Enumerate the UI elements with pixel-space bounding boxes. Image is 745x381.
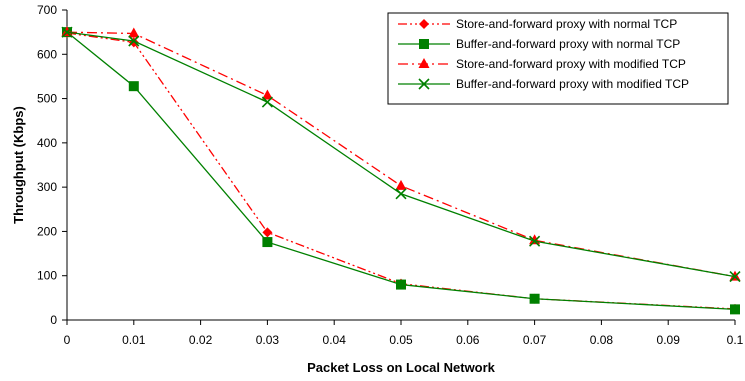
series-line: [66, 31, 736, 311]
legend-marker: [419, 39, 429, 49]
y-tick-label: 100: [37, 269, 57, 283]
x-tick-label: 0: [64, 333, 71, 347]
y-tick-label: 200: [37, 224, 57, 238]
legend-marker: [418, 58, 430, 68]
data-point: [128, 27, 140, 38]
x-tick-label: 0.07: [523, 333, 547, 347]
x-axis-title: Packet Loss on Local Network: [307, 360, 496, 375]
legend-marker: [418, 78, 430, 90]
series-4: [61, 26, 741, 283]
legend-item: Store-and-forward proxy with normal TCP: [398, 17, 677, 31]
data-point: [395, 179, 407, 190]
data-point: [128, 35, 140, 47]
legend-item: Buffer-and-forward proxy with modified T…: [398, 77, 689, 91]
legend-label: Store-and-forward proxy with modified TC…: [456, 57, 686, 71]
y-tick-label: 0: [50, 313, 57, 327]
data-point: [261, 96, 273, 108]
x-tick-label: 0.04: [323, 333, 347, 347]
data-point: [261, 89, 273, 100]
x-tick-label: 0.01: [122, 333, 146, 347]
legend-box: [387, 12, 729, 105]
series-line: [66, 31, 736, 278]
legend-item: Store-and-forward proxy with modified TC…: [398, 57, 686, 71]
data-point: [529, 293, 540, 304]
y-tick-label: 400: [37, 136, 57, 150]
data-point: [396, 279, 406, 290]
legend-label: Buffer-and-forward proxy with modified T…: [456, 77, 689, 91]
x-tick-label: 0.02: [189, 333, 213, 347]
y-tick-label: 600: [37, 47, 57, 61]
x-tick-label: 0.03: [256, 333, 280, 347]
legend-label: Buffer-and-forward proxy with normal TCP: [456, 37, 680, 51]
series-line: [66, 32, 736, 310]
data-point: [61, 26, 73, 38]
legend-item: Buffer-and-forward proxy with normal TCP: [398, 37, 680, 51]
data-point: [729, 271, 741, 283]
data-point: [128, 81, 139, 92]
data-point: [128, 37, 139, 48]
y-tick-label: 500: [37, 92, 57, 106]
legend: Store-and-forward proxy with normal TCP B…: [387, 12, 729, 105]
x-tick-label: 0.1: [727, 333, 744, 347]
axes: 0 100 200 300 400 500 600 700 0 0.01 0.02 0.03 0.04 0…: [37, 3, 744, 347]
x-tick-label: 0.09: [657, 333, 681, 347]
x-tick-label: 0.08: [590, 333, 614, 347]
y-tick-label: 700: [37, 3, 57, 17]
legend-marker: [419, 19, 429, 29]
series-line: [66, 31, 736, 278]
data-point: [262, 227, 273, 238]
y-axis-title: Throughput (Kbps): [11, 106, 26, 224]
data-point: [529, 235, 541, 247]
y-tick-label: 300: [37, 180, 57, 194]
x-tick-label: 0.05: [389, 333, 413, 347]
data-point: [395, 188, 407, 200]
data-point: [262, 237, 273, 248]
x-tick-label: 0.06: [456, 333, 480, 347]
legend-label: Store-and-forward proxy with normal TCP: [456, 17, 677, 31]
series-layer: [61, 26, 741, 315]
data-point: [730, 304, 740, 315]
